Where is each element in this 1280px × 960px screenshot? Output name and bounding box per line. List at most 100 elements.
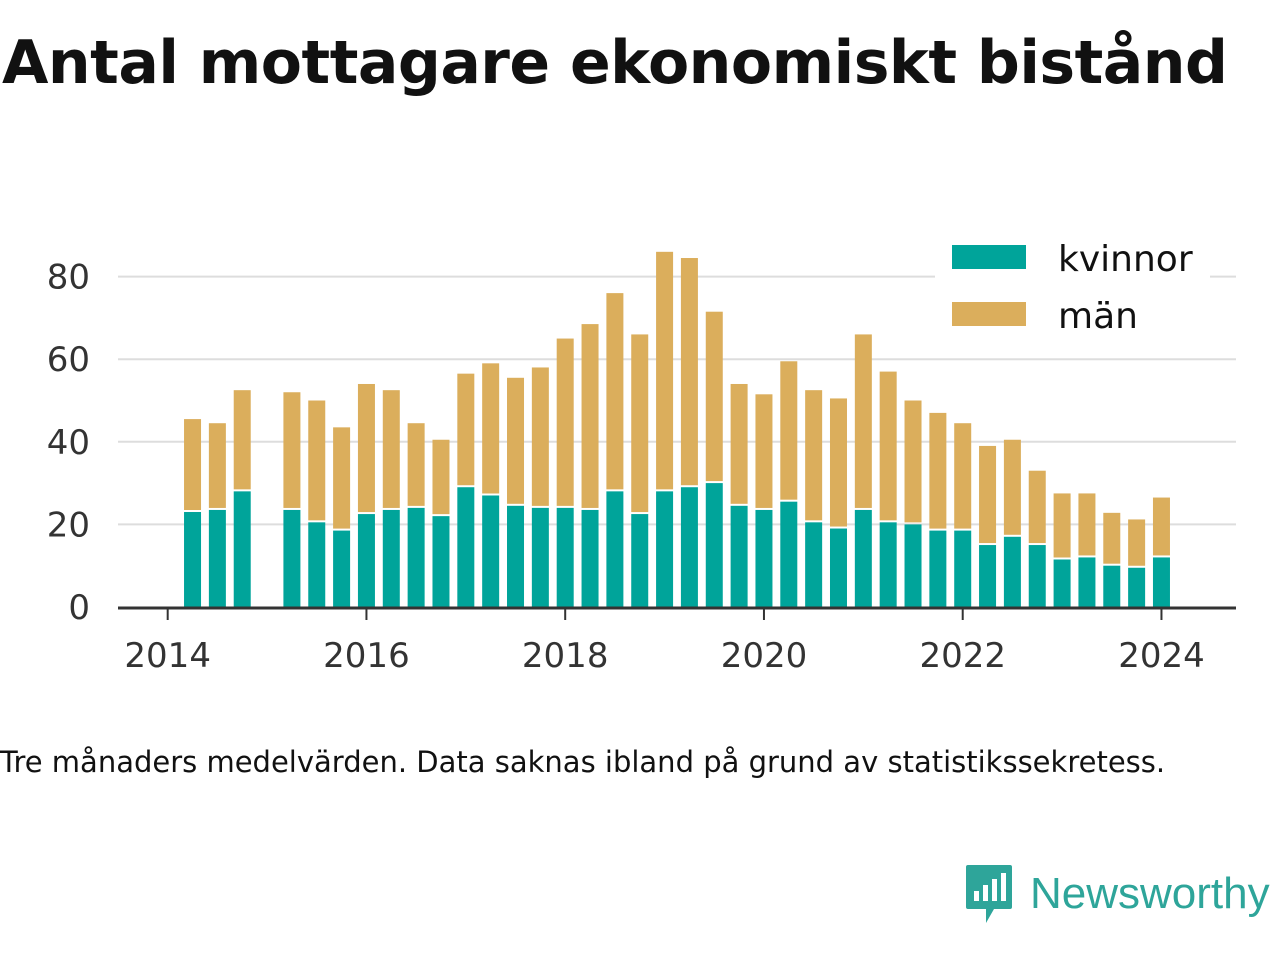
bar-kvinnor [407,507,425,607]
bar-man [656,251,674,490]
y-axis: 0 20 40 60 80 [47,258,90,628]
x-axis: 2014 2016 2018 2020 2022 2024 [118,606,1236,676]
legend-label: kvinnor [1058,239,1193,280]
bar-man [780,361,798,500]
bar-kvinnor [233,491,251,607]
bar-kvinnor [1128,567,1146,607]
bar-kvinnor [1003,536,1021,607]
bar-kvinnor [283,509,301,607]
x-tick-label: 2018 [522,636,609,676]
bar-kvinnor [208,509,226,607]
bar-kvinnor [507,505,525,607]
bar-kvinnor [184,512,202,607]
bar-kvinnor [382,509,400,607]
bar-kvinnor [333,530,351,607]
bar-man [1028,470,1046,544]
bar-man [531,367,549,506]
y-tick-label: 40 [47,423,90,463]
bar-kvinnor [705,483,723,607]
bar-kvinnor [656,491,674,607]
bar-kvinnor [357,514,375,607]
bar-man [457,373,475,486]
bar-man [556,338,574,506]
y-tick-label: 20 [47,505,90,545]
bar-man [308,400,326,521]
bar-kvinnor [854,509,872,607]
bar-kvinnor [556,507,574,607]
bar-man [208,423,226,508]
bar-kvinnor [730,505,748,607]
bar-man [507,377,525,504]
legend-swatch-kvinnor [952,245,1026,269]
bar-kvinnor [755,509,773,607]
x-tick-label: 2020 [721,636,808,676]
bar-kvinnor [954,530,972,607]
x-tick-label: 2024 [1118,636,1205,676]
bar-kvinnor [308,522,326,607]
bar-kvinnor [979,545,997,607]
bar-kvinnor [1028,545,1046,607]
bar-man [979,445,997,544]
bar-man [482,363,500,494]
bar-man [1152,497,1170,556]
bar-kvinnor [1103,565,1121,607]
x-tick-label: 2014 [124,636,211,676]
bar-man [283,392,301,508]
bar-kvinnor [631,514,649,607]
bar-man [854,334,872,508]
bar-man [407,423,425,506]
bar-kvinnor [780,501,798,607]
legend-label: män [1058,296,1138,337]
legend-swatch-man [952,302,1026,326]
bar-man [233,390,251,490]
bar-man [357,383,375,513]
bar-kvinnor [457,487,475,607]
bar-kvinnor [581,509,599,607]
bar-man [184,419,202,511]
bar-man [631,334,649,513]
bar-man [730,383,748,504]
bar-man [1003,439,1021,535]
bars [184,251,1170,607]
bar-man [1128,519,1146,566]
page-title: Antal mottagare ekonomiskt bistånd [2,28,1228,98]
bar-man [432,439,450,515]
y-tick-label: 80 [47,258,90,298]
bar-kvinnor [432,516,450,607]
bar-kvinnor [1152,557,1170,607]
y-tick-label: 60 [47,340,90,380]
legend: kvinnor män [935,234,1210,342]
chart-note: Tre månaders medelvärden. Data saknas ib… [0,745,1166,779]
bar-kvinnor [904,524,922,607]
bar-kvinnor [531,507,549,607]
bar-kvinnor [879,522,897,607]
bar-kvinnor [929,530,947,607]
bar-man [1053,493,1071,558]
bar-kvinnor [482,495,500,607]
bar-man [333,427,351,529]
bar-man [705,311,723,482]
y-tick-label: 0 [68,588,90,628]
bar-man [929,412,947,529]
bar-kvinnor [1078,557,1096,607]
bar-man [755,394,773,508]
bar-kvinnor [829,528,847,607]
brand-name: Newsworthy [1030,869,1270,918]
bar-man [805,390,823,521]
bar-man [1103,512,1121,564]
bar-kvinnor [805,522,823,607]
bar-chart-speech-bubble-icon [966,865,1012,923]
x-tick-label: 2022 [919,636,1006,676]
bar-man [382,390,400,508]
bar-kvinnor [1053,559,1071,607]
x-tick-label: 2016 [323,636,410,676]
bar-kvinnor [606,491,624,607]
bar-man [680,258,698,486]
brand-logo: Newsworthy [964,862,1270,926]
bar-man [581,324,599,508]
bar-man [606,293,624,490]
bar-kvinnor [680,487,698,607]
bar-man [954,423,972,529]
bar-man [879,371,897,521]
